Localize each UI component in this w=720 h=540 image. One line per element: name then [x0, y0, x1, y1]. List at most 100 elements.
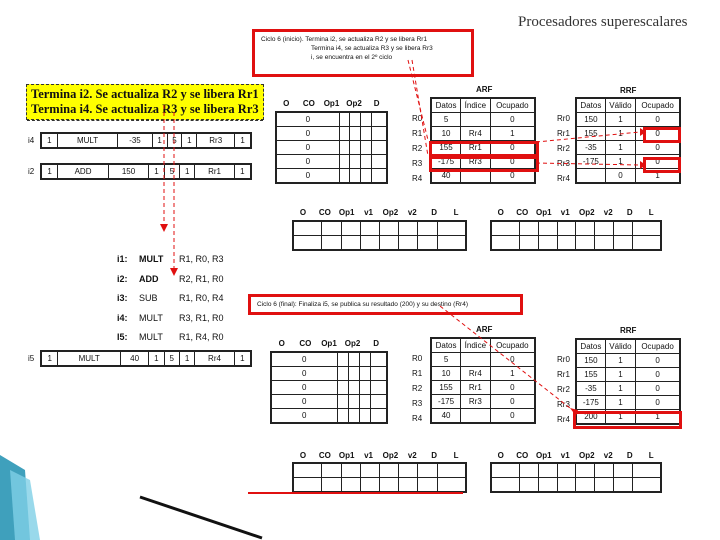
station-header: O CO Op1 Op2 D [270, 339, 388, 348]
register-label: R4 [412, 174, 423, 183]
instruction-id: i3: [117, 293, 128, 303]
register-label: R0 [412, 354, 423, 363]
table-cell: -175 [430, 394, 462, 409]
table-cell [490, 477, 520, 493]
station-table [490, 462, 662, 493]
column-header: CO [318, 208, 331, 217]
table-cell [398, 477, 419, 493]
table-row: 155 1 0 [575, 367, 681, 382]
table-cell [417, 235, 438, 251]
column-header: Op2 [382, 208, 399, 217]
table-cell [358, 394, 371, 409]
column-header: Op1 [535, 451, 552, 460]
register-label: Rr0 [557, 355, 570, 364]
instruction: i2: ADD R2, R1, R0 [117, 270, 224, 290]
table-cell [632, 477, 662, 493]
instruction-op: MULT [139, 332, 163, 342]
column-header: CO [516, 208, 529, 217]
table-cell [398, 235, 419, 251]
rob-label: i4 [28, 136, 35, 145]
register-label: R3 [412, 159, 423, 168]
rrf-title: RRF [620, 326, 637, 335]
station-table [490, 220, 662, 251]
table-cell: ADD [57, 163, 109, 180]
instruction-args: R1, R0, R4 [179, 293, 224, 303]
column-header: L [453, 451, 459, 460]
column-header: v1 [364, 451, 374, 460]
note-line: Ciclo 6 (inicio). Termina i2, se actuali… [261, 36, 428, 43]
column-header: Op2 [382, 451, 399, 460]
table-cell: Rr1 [194, 163, 235, 180]
rob-entry-i5: 1 MULT 40 1 5 1 Rr4 1 [40, 350, 252, 367]
note-line: Termina i2. Se actualiza R2 y se libera … [31, 87, 259, 101]
table-cell: 40 [430, 408, 462, 424]
instruction-op: MULT [139, 312, 163, 323]
register-table: Datos Índice Ocupado 5 0 10 Rr4 1 155 Rr1 0 -175 Rr3… [430, 337, 536, 424]
register-label: Rr2 [557, 144, 570, 153]
register-table: Datos Válido Ocupado 150 1 0 155 1 0 -35 1 0 -175 1 0 2… [575, 338, 681, 425]
table-cell [321, 477, 342, 493]
register-label: Rr1 [557, 370, 570, 379]
table-cell [359, 235, 380, 251]
table-cell [369, 394, 388, 409]
table-cell [340, 220, 361, 236]
column-header: O [299, 451, 307, 460]
table-row [490, 220, 662, 236]
register-label: Rr4 [557, 174, 570, 183]
table-row [292, 235, 467, 251]
table-cell: 40 [120, 350, 150, 367]
column-header: CO [318, 451, 331, 460]
table-cell: MULT [56, 132, 119, 149]
instruction-id: i2: [117, 273, 128, 284]
table-cell: Ocupado [635, 97, 681, 113]
column-header: v2 [603, 451, 613, 460]
column-header: v1 [560, 208, 570, 217]
table-cell [378, 477, 400, 493]
instruction-args: R1, R4, R0 [179, 332, 224, 342]
table-row: 40 0 [430, 408, 536, 424]
instruction-op: ADD [139, 273, 159, 284]
column-header: CO [516, 451, 529, 460]
table-cell: 0 [604, 168, 637, 184]
column-header: Op1 [323, 99, 340, 108]
dashed-divider [27, 120, 263, 121]
column-header: D [431, 451, 438, 460]
table-cell: Válido [604, 97, 637, 113]
table-row: 1 ADD 150 1 5 1 Rr1 1 [40, 163, 252, 180]
table-cell [417, 477, 438, 493]
station-table [292, 220, 467, 251]
column-header: D [626, 451, 633, 460]
note-line: Termina i4, se actualiza R3 y se libera … [311, 45, 433, 52]
table-row: 150 1 0 [575, 353, 681, 368]
rob-label: i5 [28, 354, 35, 363]
instruction-op: SUB [139, 293, 158, 303]
register-label: Rr1 [557, 129, 570, 138]
table-cell [370, 154, 388, 169]
table-row: 155 Rr1 0 [430, 380, 536, 395]
instruction-id: i4: [117, 312, 128, 323]
rob-label: i2 [28, 167, 35, 176]
table-row: 0 [275, 168, 388, 184]
column-header: Op2 [578, 451, 595, 460]
instruction-id: i1: [117, 254, 128, 264]
table-row: 0 [270, 351, 388, 367]
column-header: Op1 [338, 451, 355, 460]
register-label: R2 [412, 384, 423, 393]
rrf-title: RRF [620, 86, 637, 95]
table-cell [321, 220, 342, 236]
rob-entry-i2: 1 ADD 150 1 5 1 Rr1 1 [40, 163, 252, 180]
table-cell [370, 168, 388, 184]
note-cycle6-final: Ciclo 6 (final): Finaliza i5, se publica… [248, 294, 523, 315]
table-row [490, 477, 662, 493]
table-cell: 0 [275, 154, 340, 169]
instruction-args: R1, R0, R3 [179, 254, 224, 264]
column-header: Op2 [578, 208, 595, 217]
column-header: L [648, 451, 654, 460]
table-cell [359, 477, 380, 493]
column-header: D [373, 99, 380, 108]
column-header: CO [302, 99, 315, 108]
table-cell: 1 [179, 163, 196, 180]
table-cell: 0 [275, 168, 340, 184]
